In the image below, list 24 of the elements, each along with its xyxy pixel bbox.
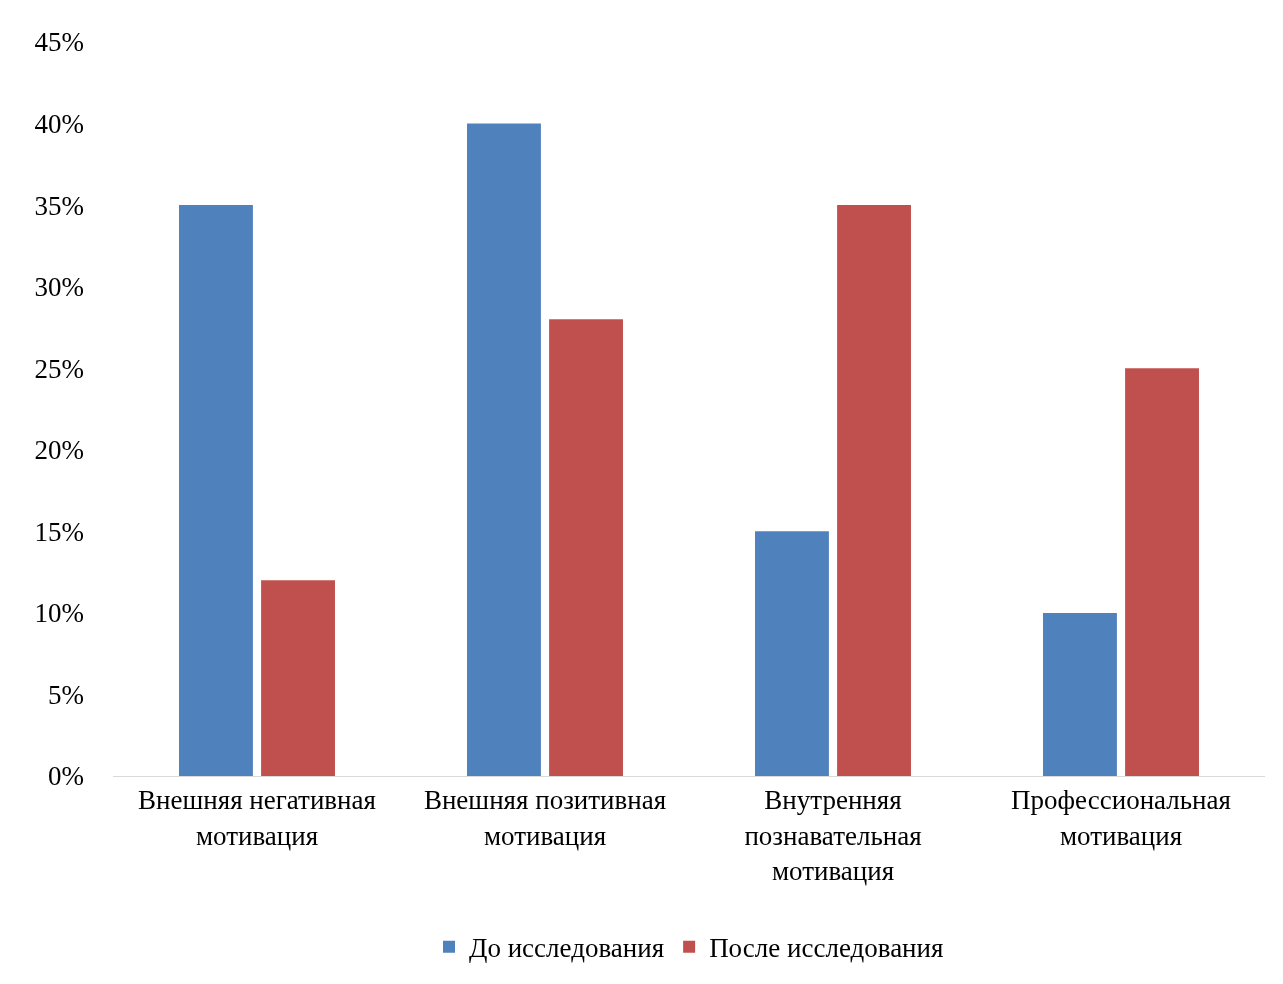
- y-tick-label: 15%: [34, 516, 84, 547]
- bar: [467, 123, 541, 776]
- x-tick-label: Внешняя негативная мотивация: [138, 785, 376, 851]
- x-tick-label: Внутренняя познавательная мотивация: [744, 785, 922, 886]
- legend-label: До исследования: [469, 933, 665, 964]
- y-tick-label: 35%: [34, 190, 84, 221]
- y-tick-label: 5%: [48, 679, 84, 710]
- x-tick-label: Профессиональная мотивация: [1011, 785, 1231, 851]
- y-tick-label: 10%: [34, 598, 84, 629]
- bar: [837, 205, 911, 776]
- x-tick-label: Внешняя позитивная мотивация: [423, 785, 667, 851]
- bar: [261, 580, 335, 776]
- y-tick-label: 0%: [48, 761, 84, 792]
- bar: [755, 531, 829, 776]
- bar: [1125, 368, 1199, 776]
- y-tick-label: 30%: [34, 272, 84, 303]
- bar: [1043, 612, 1117, 776]
- y-tick-label: 20%: [34, 435, 84, 466]
- y-tick-label: 40%: [34, 109, 84, 140]
- y-tick-label: 45%: [34, 27, 84, 58]
- bar: [179, 205, 253, 776]
- bar: [549, 319, 623, 776]
- legend-label: После исследования: [709, 933, 944, 964]
- y-tick-label: 25%: [34, 353, 84, 384]
